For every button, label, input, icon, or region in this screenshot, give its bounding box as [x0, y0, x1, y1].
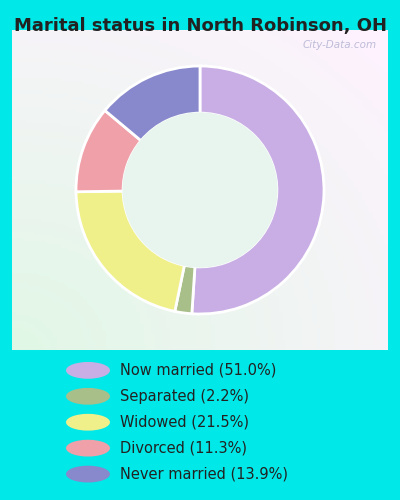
Text: Divorced (11.3%): Divorced (11.3%) — [120, 440, 247, 456]
Circle shape — [66, 440, 110, 456]
Text: City-Data.com: City-Data.com — [302, 40, 377, 50]
Text: Now married (51.0%): Now married (51.0%) — [120, 363, 276, 378]
Text: Never married (13.9%): Never married (13.9%) — [120, 466, 288, 481]
Wedge shape — [76, 110, 141, 192]
Wedge shape — [76, 191, 184, 312]
Circle shape — [66, 362, 110, 379]
Circle shape — [66, 388, 110, 404]
Text: Widowed (21.5%): Widowed (21.5%) — [120, 414, 249, 430]
Wedge shape — [105, 66, 200, 140]
Circle shape — [66, 466, 110, 482]
Wedge shape — [192, 66, 324, 314]
Text: Marital status in North Robinson, OH: Marital status in North Robinson, OH — [14, 18, 386, 36]
Wedge shape — [175, 266, 195, 314]
Circle shape — [123, 113, 277, 267]
Circle shape — [66, 414, 110, 430]
Text: Separated (2.2%): Separated (2.2%) — [120, 389, 249, 404]
